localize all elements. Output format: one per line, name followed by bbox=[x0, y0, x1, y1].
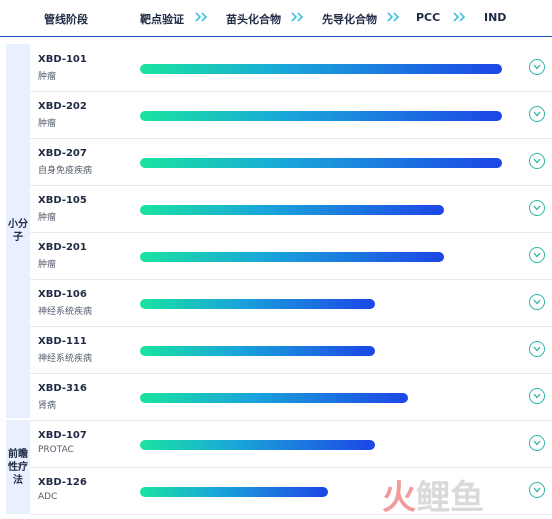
progress-track bbox=[140, 299, 502, 309]
chevron-right-icon bbox=[290, 10, 306, 24]
pipeline-row: XBD-126 ADC bbox=[30, 467, 552, 515]
pipeline-row: XBD-105 肿瘤 bbox=[30, 185, 552, 233]
expand-button[interactable] bbox=[529, 59, 545, 75]
header-stage-hit-compound: 苗头化合物 bbox=[226, 13, 281, 26]
drug-code: XBD-106 bbox=[38, 289, 87, 300]
pipeline-row: XBD-207 自身免疫疾病 bbox=[30, 138, 552, 186]
drug-code: XBD-207 bbox=[38, 148, 87, 159]
category-prospective-therapy: 前瞻性疗法 bbox=[6, 420, 30, 514]
pipeline-row: XBD-106 神经系统疾病 bbox=[30, 279, 552, 327]
header-stage-lead-compound: 先导化合物 bbox=[322, 13, 377, 26]
header-pipeline-stage: 管线阶段 bbox=[44, 13, 88, 26]
watermark-part1: 火 bbox=[382, 478, 416, 518]
pipeline-row: XBD-316 肾病 bbox=[30, 373, 552, 421]
indication: 神经系统疾病 bbox=[38, 354, 93, 364]
drug-code: XBD-202 bbox=[38, 101, 87, 112]
chevron-down-icon bbox=[533, 440, 541, 446]
chevron-down-icon bbox=[533, 393, 541, 399]
progress-track bbox=[140, 111, 502, 121]
indication: 肿瘤 bbox=[38, 213, 57, 223]
chevron-down-icon bbox=[533, 64, 541, 70]
chevron-down-icon bbox=[533, 111, 541, 117]
drug-code: XBD-316 bbox=[38, 383, 87, 394]
chevron-down-icon bbox=[533, 346, 541, 352]
indication: 肾病 bbox=[38, 401, 57, 411]
watermark-part2: 鲤鱼 bbox=[416, 478, 484, 518]
progress-bar bbox=[140, 346, 376, 356]
expand-button[interactable] bbox=[529, 341, 545, 357]
chevron-down-icon bbox=[533, 252, 541, 258]
progress-track bbox=[140, 393, 502, 403]
indication: PROTAC bbox=[38, 445, 74, 455]
progress-track bbox=[140, 252, 502, 262]
indication: 肿瘤 bbox=[38, 260, 57, 270]
indication: 肿瘤 bbox=[38, 72, 57, 82]
watermark-logo: 火鲤鱼 bbox=[382, 470, 484, 519]
progress-track bbox=[140, 205, 502, 215]
chevron-right-icon bbox=[386, 10, 402, 24]
expand-button[interactable] bbox=[529, 388, 545, 404]
pipeline-row: XBD-202 肿瘤 bbox=[30, 91, 552, 139]
progress-bar bbox=[140, 64, 502, 74]
chevron-down-icon bbox=[533, 205, 541, 211]
indication: 肿瘤 bbox=[38, 119, 57, 129]
progress-track bbox=[140, 487, 502, 497]
progress-bar bbox=[140, 393, 408, 403]
expand-button[interactable] bbox=[529, 247, 545, 263]
pipeline-row: XBD-101 肿瘤 bbox=[30, 44, 552, 92]
expand-button[interactable] bbox=[529, 106, 545, 122]
expand-button[interactable] bbox=[529, 435, 545, 451]
drug-code: XBD-201 bbox=[38, 242, 87, 253]
expand-button[interactable] bbox=[529, 153, 545, 169]
chevron-down-icon bbox=[533, 299, 541, 305]
progress-bar bbox=[140, 111, 502, 121]
progress-bar bbox=[140, 158, 502, 168]
pipeline-header: 管线阶段 靶点验证 苗头化合物 先导化合物 PCC IND bbox=[0, 0, 552, 37]
expand-button[interactable] bbox=[529, 482, 545, 498]
category-small-molecule: 小分子 bbox=[6, 44, 30, 418]
indication: 自身免疫疾病 bbox=[38, 166, 93, 176]
pipeline-row: XBD-107 PROTAC bbox=[30, 420, 552, 468]
progress-track bbox=[140, 440, 502, 450]
drug-code: XBD-111 bbox=[38, 336, 87, 347]
chevron-down-icon bbox=[533, 158, 541, 164]
drug-code: XBD-126 bbox=[38, 477, 87, 488]
category-label: 前瞻性疗法 bbox=[8, 448, 28, 486]
pipeline-row: XBD-201 肿瘤 bbox=[30, 232, 552, 280]
header-stage-target-validation: 靶点验证 bbox=[140, 13, 184, 26]
drug-code: XBD-107 bbox=[38, 430, 87, 441]
progress-bar bbox=[140, 205, 445, 215]
header-stage-pcc: PCC bbox=[416, 11, 441, 24]
progress-track bbox=[140, 346, 502, 356]
chevron-down-icon bbox=[533, 487, 541, 493]
expand-button[interactable] bbox=[529, 200, 545, 216]
progress-bar bbox=[140, 252, 445, 262]
chevron-right-icon bbox=[452, 10, 468, 24]
progress-bar bbox=[140, 440, 376, 450]
chevron-right-icon bbox=[194, 10, 210, 24]
indication: ADC bbox=[38, 492, 58, 502]
indication: 神经系统疾病 bbox=[38, 307, 93, 317]
expand-button[interactable] bbox=[529, 294, 545, 310]
drug-code: XBD-105 bbox=[38, 195, 87, 206]
drug-code: XBD-101 bbox=[38, 54, 87, 65]
header-stage-ind: IND bbox=[484, 11, 507, 24]
progress-track bbox=[140, 64, 502, 74]
progress-bar bbox=[140, 487, 329, 497]
progress-bar bbox=[140, 299, 376, 309]
pipeline-row: XBD-111 神经系统疾病 bbox=[30, 326, 552, 374]
category-label: 小分子 bbox=[8, 219, 28, 243]
progress-track bbox=[140, 158, 502, 168]
